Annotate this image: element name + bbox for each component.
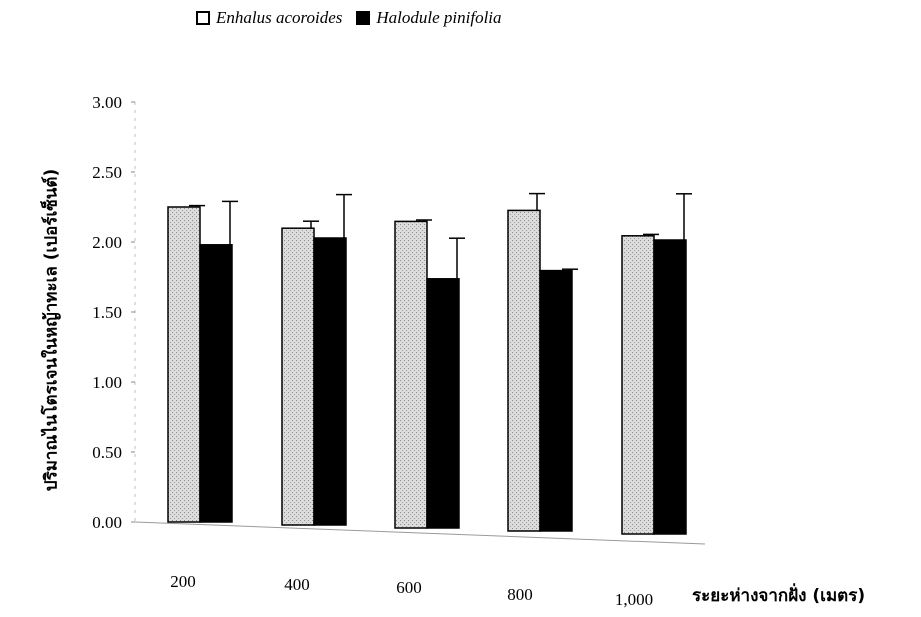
bar-enhalus [621,235,655,535]
bar-enhalus [281,227,315,526]
x-tick-label: 600 [396,578,422,597]
legend-swatch-halodule [356,11,371,25]
y-tick-label: 0.00 [92,513,122,532]
y-tick-label: 1.50 [92,303,122,322]
y-tick-label: 3.00 [92,93,122,112]
x-axis-label: ระยะห่างจากฝั่ง (เมตร) [692,586,866,606]
bar-enhalus [507,209,541,532]
bar-enhalus [394,220,428,529]
x-tick-label: 200 [170,572,196,591]
legend-label-enhalus: Enhalus acoroides [216,8,343,27]
chart-legend: Enhalus acoroides Halodule pinifolia [196,8,502,28]
x-tick-label: 400 [284,575,310,594]
legend-label-halodule: Halodule pinifolia [376,8,502,27]
bar-halodule [199,244,233,523]
bar-halodule [426,278,460,529]
y-tick-label: 0.50 [92,443,122,462]
x-axis-line [134,521,706,545]
bar-halodule [313,237,347,526]
bar-halodule [653,239,687,535]
y-tick-label: 1.00 [92,373,122,392]
x-tick-label: 800 [507,585,533,604]
bar-enhalus [167,206,201,523]
bar-halodule [539,269,573,532]
y-tick-label: 2.50 [92,163,122,182]
legend-swatch-enhalus [196,11,210,25]
y-tick-label: 2.00 [92,233,122,252]
x-tick-label: 1,000 [615,590,653,609]
